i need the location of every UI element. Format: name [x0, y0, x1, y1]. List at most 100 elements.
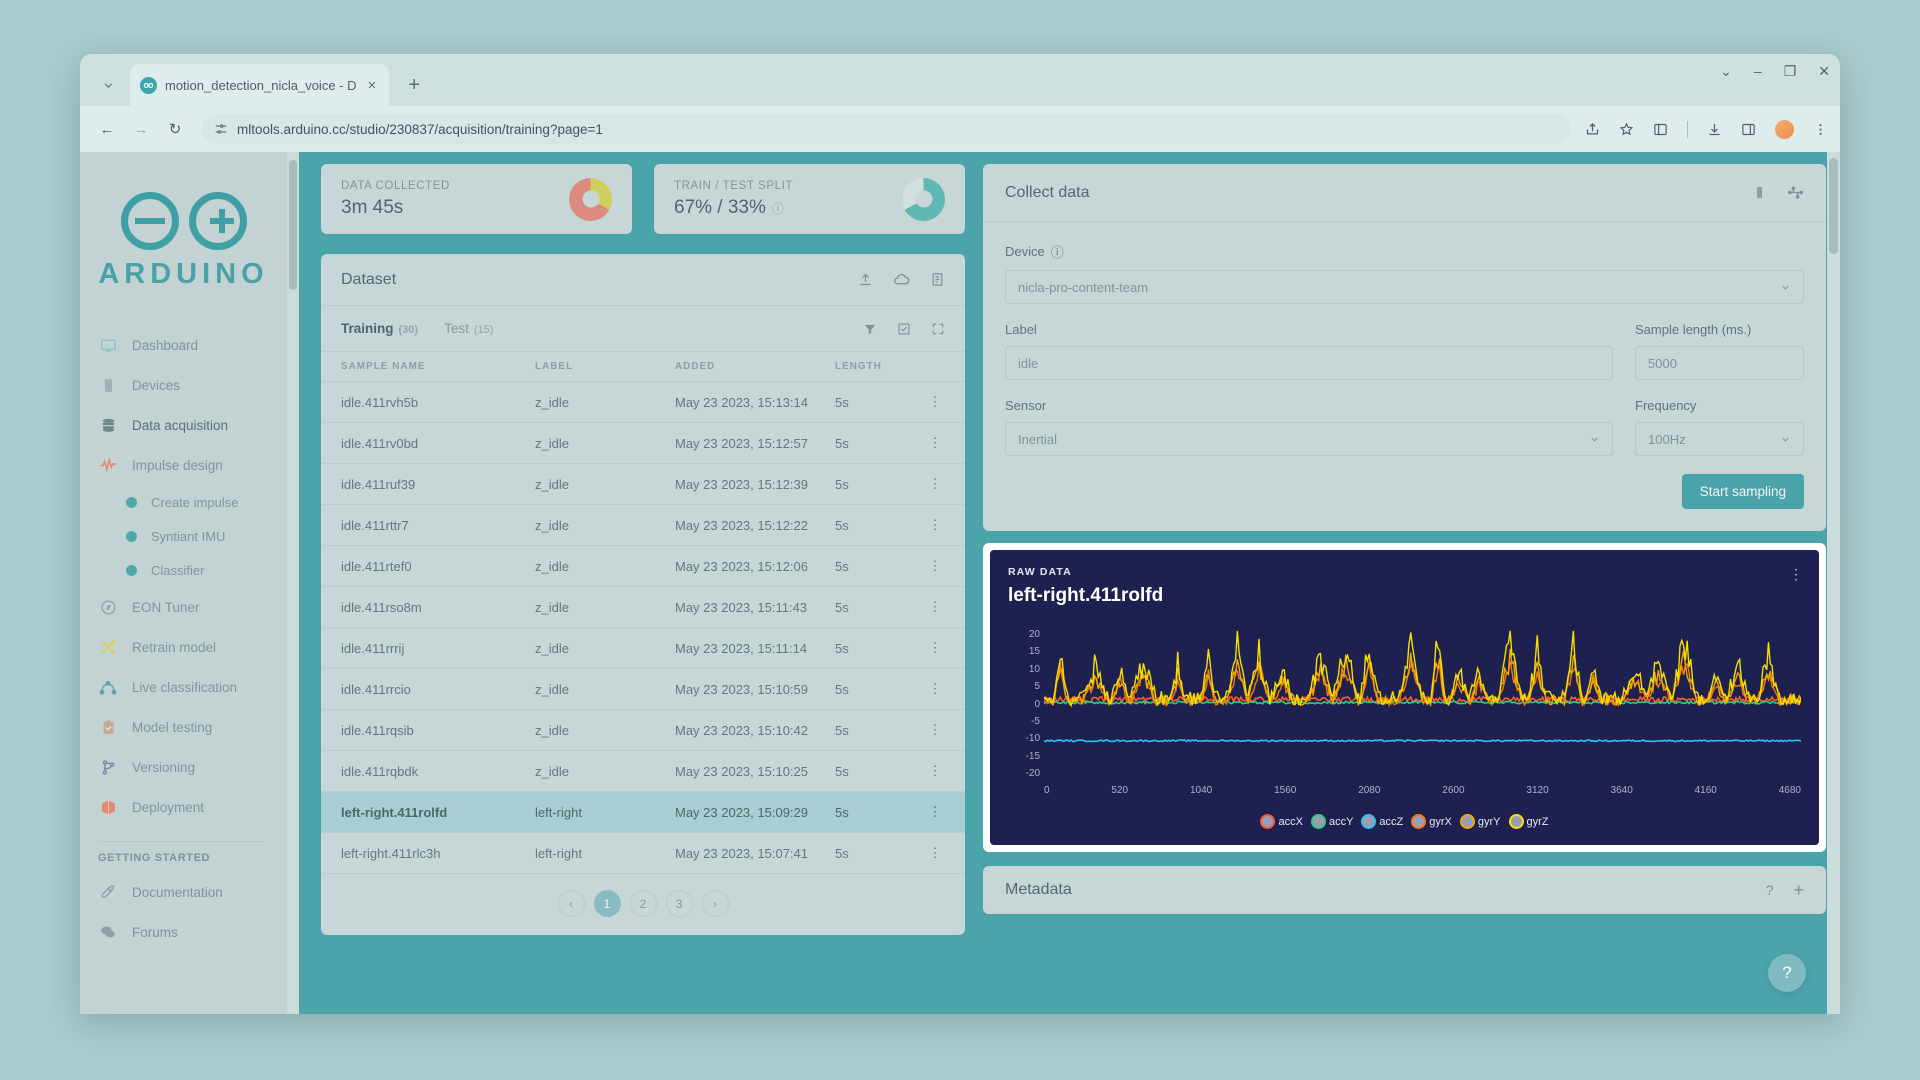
pagination-page-1[interactable]: 1 [593, 890, 621, 917]
table-row[interactable]: idle.411rrcio z_idle May 23 2023, 15:10:59… [321, 668, 965, 710]
row-menu-icon[interactable]: ⋮ [905, 791, 965, 833]
device-icon[interactable] [1752, 185, 1767, 200]
sidebar-item-versioning[interactable]: Versioning [80, 747, 287, 787]
row-menu-icon[interactable]: ⋮ [905, 832, 965, 874]
row-menu-icon[interactable]: ⋮ [905, 668, 965, 710]
browser-omnibar: ← → ↻ mltools.arduino.cc/studio/230837/a… [80, 106, 1840, 152]
table-row[interactable]: left-right.411rlc3h left-right May 23 2023… [321, 832, 965, 874]
tab-test[interactable]: Test (15) [444, 321, 493, 336]
legend-item[interactable]: accZ [1361, 814, 1403, 829]
checkbox-icon[interactable] [897, 322, 911, 336]
sidebar-item-model-testing[interactable]: Model testing [80, 707, 287, 747]
sample-length-input[interactable]: 5000 [1635, 346, 1804, 380]
downloads-icon[interactable] [1707, 122, 1722, 137]
table-row[interactable]: idle.411rtef0 z_idle May 23 2023, 15:12:06… [321, 545, 965, 587]
new-tab-button[interactable]: + [408, 73, 421, 96]
legend-item[interactable]: accY [1310, 814, 1353, 829]
sensor-select[interactable]: Inertial [1005, 422, 1613, 456]
table-row[interactable]: idle.411rttr7 z_idle May 23 2023, 15:12:22… [321, 504, 965, 546]
table-row[interactable]: idle.411rvh5b z_idle May 23 2023, 15:13:14… [321, 381, 965, 423]
browser-tab[interactable]: motion_detection_nicla_voice - D × [130, 64, 390, 106]
row-menu-icon[interactable]: ⋮ [905, 463, 965, 505]
tab-search-chevron-icon[interactable] [88, 68, 128, 102]
help-fab-button[interactable]: ? [1768, 954, 1806, 992]
site-settings-icon[interactable] [214, 122, 228, 136]
row-menu-icon[interactable]: ⋮ [905, 504, 965, 546]
usb-icon[interactable] [1787, 184, 1804, 201]
table-row[interactable]: idle.411ruf39 z_idle May 23 2023, 15:12:39… [321, 463, 965, 505]
sidebar-item-classifier[interactable]: Classifier [80, 553, 287, 587]
row-menu-icon[interactable]: ⋮ [905, 381, 965, 423]
help-icon[interactable]: ⓘ [1050, 245, 1064, 260]
sidebar-item-retrain-model[interactable]: Retrain model [80, 627, 287, 667]
pagination-next[interactable]: › [701, 890, 729, 917]
label-input[interactable]: idle [1005, 346, 1613, 380]
table-row[interactable]: idle.411rv0bd z_idle May 23 2023, 15:12:57… [321, 422, 965, 464]
sidebar-item-dashboard[interactable]: Dashboard [80, 325, 287, 365]
frequency-field-label: Frequency [1635, 398, 1697, 413]
share-icon[interactable] [1585, 122, 1600, 137]
browser-menu-icon[interactable] [1813, 122, 1828, 137]
row-menu-icon[interactable]: ⋮ [905, 422, 965, 464]
sidebar-section-title: GETTING STARTED [98, 852, 211, 864]
sidebar-item-create-impulse[interactable]: Create impulse [80, 485, 287, 519]
extensions-icon[interactable] [1653, 122, 1668, 137]
legend-item[interactable]: gyrY [1459, 814, 1501, 829]
filter-icon[interactable] [863, 322, 877, 336]
row-menu-icon[interactable]: ⋮ [905, 709, 965, 751]
bookmark-star-icon[interactable] [1619, 121, 1634, 137]
chevron-down-icon[interactable]: ⌄ [1720, 63, 1732, 79]
avatar[interactable] [1775, 119, 1794, 139]
table-row[interactable]: idle.411rqbdk z_idle May 23 2023, 15:10:25… [321, 750, 965, 792]
tab-training[interactable]: Training (30) [341, 321, 418, 336]
legend-item[interactable]: accX [1260, 814, 1303, 829]
pagination-page-3[interactable]: 3 [665, 890, 693, 917]
row-menu-icon[interactable]: ⋮ [905, 750, 965, 792]
forward-button[interactable]: → [133, 120, 149, 138]
legend-item[interactable]: gyrX [1411, 814, 1452, 829]
help-icon[interactable]: ⓘ [771, 201, 784, 216]
row-menu-icon[interactable]: ⋮ [905, 545, 965, 587]
inner-scrollbar[interactable] [287, 152, 299, 1014]
upload-icon[interactable] [858, 272, 873, 287]
sidebar-item-documentation[interactable]: Documentation [80, 872, 287, 912]
device-select[interactable]: nicla-pro-content-team [1005, 270, 1804, 304]
sidebar-item-syntiant-imu[interactable]: Syntiant IMU [80, 519, 287, 553]
minimize-button[interactable]: – [1753, 63, 1762, 79]
cell-added: May 23 2023, 15:12:57 [675, 422, 835, 464]
raw-data-menu-icon[interactable]: ⋮ [1789, 566, 1803, 582]
close-icon[interactable]: × [367, 76, 377, 94]
cloud-icon[interactable] [893, 271, 910, 288]
help-icon[interactable]: ? [1765, 882, 1774, 898]
sidebar-item-data-acquisition[interactable]: Data acquisition [80, 405, 287, 445]
reload-button[interactable]: ↻ [168, 121, 182, 138]
page-scrollbar[interactable] [1827, 152, 1840, 1014]
sidebar-item-forums[interactable]: Forums [80, 912, 287, 952]
pagination-prev[interactable]: ‹ [557, 890, 585, 917]
maximize-button[interactable]: ❐ [1783, 63, 1797, 79]
export-icon[interactable] [930, 272, 945, 287]
row-menu-icon[interactable]: ⋮ [905, 586, 965, 628]
pagination-page-2[interactable]: 2 [629, 890, 657, 917]
back-button[interactable]: ← [99, 120, 115, 138]
table-row[interactable]: left-right.411rolfd left-right May 23 2023… [321, 791, 965, 833]
table-row[interactable]: idle.411rqsib z_idle May 23 2023, 15:10:42… [321, 709, 965, 751]
sidebar-item-impulse-design[interactable]: Impulse design [80, 445, 287, 485]
add-icon[interactable]: + [1793, 879, 1804, 900]
sidebar-item-live-classification[interactable]: Live classification [80, 667, 287, 707]
legend-item[interactable]: gyrZ [1508, 814, 1549, 829]
sidebar-item-devices[interactable]: Devices [80, 365, 287, 405]
row-menu-icon[interactable]: ⋮ [905, 627, 965, 669]
table-row[interactable]: idle.411rrrij z_idle May 23 2023, 15:11:14… [321, 627, 965, 669]
sidepanel-icon[interactable] [1741, 122, 1756, 137]
sidebar-item-eon-tuner[interactable]: EON Tuner [80, 587, 287, 627]
expand-icon[interactable] [931, 322, 945, 336]
dataset-tab-actions [863, 322, 945, 336]
sidebar-item-deployment[interactable]: Deployment [80, 787, 287, 827]
window-close-button[interactable]: ✕ [1818, 63, 1830, 79]
table-row[interactable]: idle.411rso8m z_idle May 23 2023, 15:11:43… [321, 586, 965, 628]
start-sampling-button[interactable]: Start sampling [1681, 474, 1804, 509]
address-bar[interactable]: mltools.arduino.cc/studio/230837/acquisi… [202, 114, 1571, 144]
legend-label: accX [1278, 815, 1303, 828]
frequency-select[interactable]: 100Hz [1635, 422, 1804, 456]
